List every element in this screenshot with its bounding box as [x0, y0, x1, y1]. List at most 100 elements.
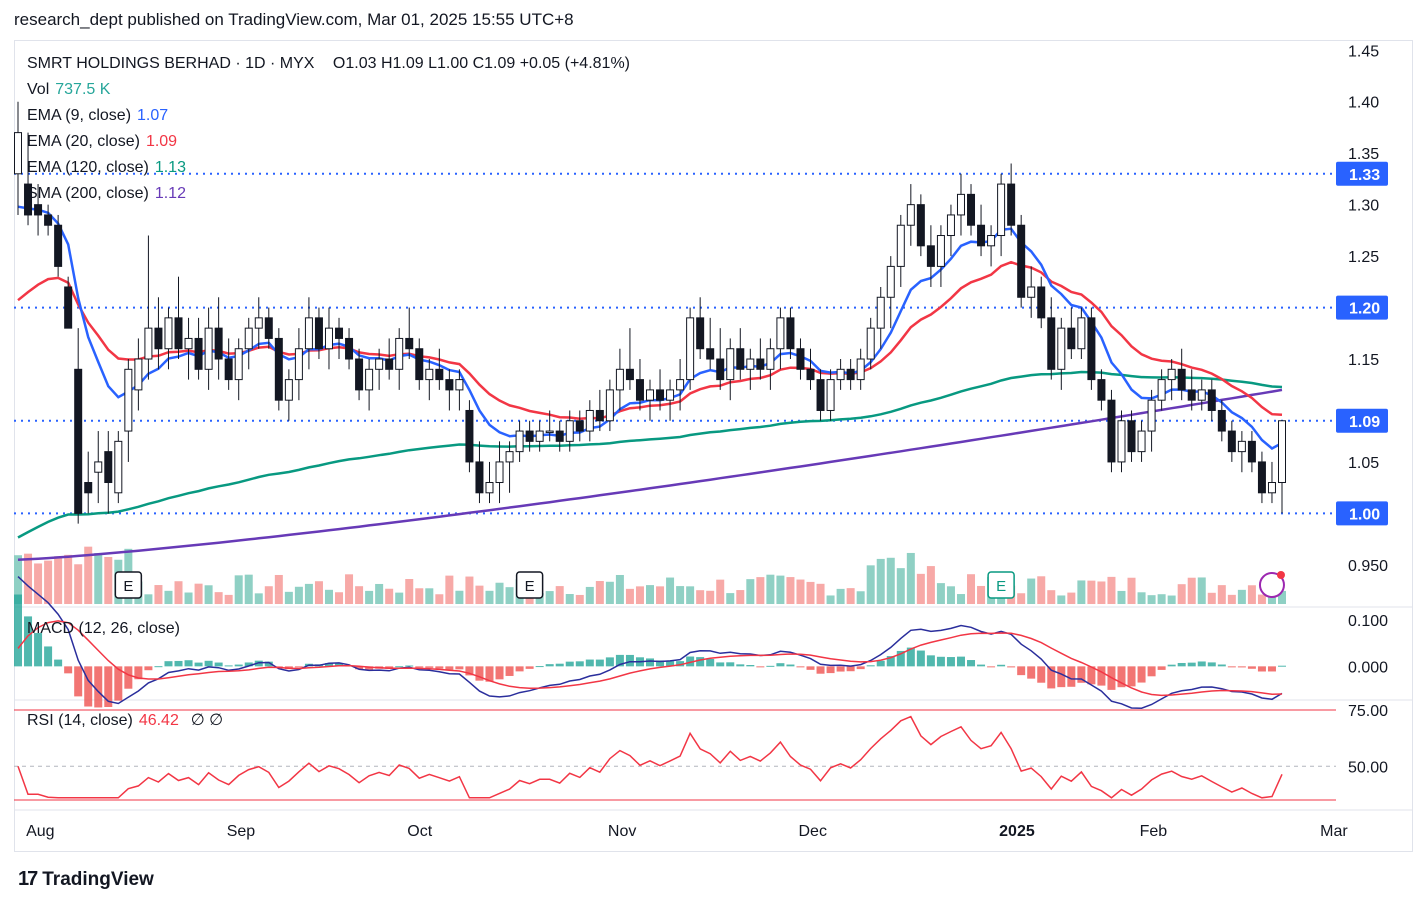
earnings-marker: E [987, 571, 1015, 599]
candle-body [324, 327, 333, 350]
volume-bar [314, 581, 323, 604]
macd-histogram-bar [214, 662, 223, 667]
candle-body [174, 317, 183, 350]
volume-bar [505, 587, 514, 604]
macd-tick-label: 0.100 [1348, 613, 1388, 630]
rsi-legend[interactable]: RSI (14, close) 46.42 ∅ ∅ [27, 710, 223, 730]
candle-body [515, 430, 524, 453]
volume-bar [1107, 576, 1116, 604]
ohlc-values: O1.03 H1.09 L1.00 C1.09 +0.05 (+4.81%) [332, 55, 630, 72]
rsi-label: RSI (14, close) [27, 712, 133, 729]
ema9-legend[interactable]: EMA (9, close) 1.07 [27, 107, 168, 125]
candle-body [1057, 327, 1066, 370]
macd-histogram-bar [495, 666, 504, 680]
candle-body [335, 327, 344, 339]
volume-bar [1187, 577, 1196, 604]
symbol-title: SMRT HOLDINGS BERHAD · 1D · MYX [27, 55, 315, 72]
volume-bar [946, 586, 955, 604]
volume-bar [44, 560, 53, 604]
candle-body [686, 317, 695, 381]
macd-histogram-bar [946, 657, 955, 667]
price-level-tag [1336, 501, 1388, 526]
volume-bar [967, 574, 976, 604]
candle-body [204, 327, 213, 370]
candle-body [94, 461, 103, 473]
volume-bar [1257, 594, 1266, 604]
volume-bar [756, 577, 765, 604]
volume-bar [455, 590, 464, 604]
candle-body [1167, 368, 1176, 381]
price-level-tag-label: 1.20 [1349, 301, 1380, 318]
macd-histogram-bar [1267, 666, 1276, 672]
macd-histogram-bar [625, 654, 634, 667]
macd-histogram-bar [204, 660, 213, 667]
sma200-legend[interactable]: SMA (200, close) 1.12 [27, 185, 186, 203]
macd-histogram-bar [1027, 666, 1036, 679]
candle-body [1237, 440, 1246, 453]
macd-histogram-bar [1087, 666, 1096, 685]
macd-histogram-bar [806, 666, 815, 670]
macd-label: MACD (12, 26, close) [27, 620, 180, 637]
macd-histogram-bar [956, 656, 965, 667]
macd-legend[interactable]: MACD (12, 26, close) [27, 620, 180, 638]
candle-body [475, 461, 484, 494]
candle-body [1117, 420, 1126, 463]
volume-bar [194, 583, 203, 604]
candle-body [1077, 317, 1086, 350]
macd-histogram-bar [836, 666, 845, 672]
ema120-legend[interactable]: EMA (120, close) 1.13 [27, 159, 186, 177]
candle-body [405, 337, 414, 350]
volume-bar [144, 594, 153, 604]
macd-histogram-bar [967, 660, 976, 667]
ema20-legend[interactable]: EMA (20, close) 1.09 [27, 133, 177, 151]
candle-body [545, 430, 554, 434]
candle-body [1278, 420, 1286, 484]
volume-bar [74, 564, 83, 604]
ema120-label: EMA (120, close) [27, 159, 149, 176]
volume-bar [465, 576, 474, 604]
price-level-tag-label: 1.00 [1349, 506, 1380, 523]
candle-body [646, 389, 654, 401]
candle-body [234, 348, 243, 381]
candle-body [104, 451, 113, 484]
ema9-label: EMA (9, close) [27, 107, 132, 124]
volume-bar [495, 582, 504, 604]
vol-legend[interactable]: Vol 737.5 K [27, 81, 110, 99]
volume-bar [646, 585, 654, 604]
macd-histogram-bar [1257, 666, 1266, 672]
candle-body [866, 327, 875, 360]
candle-body [555, 430, 564, 442]
macd-histogram-bar [395, 666, 404, 668]
macd-histogram-bar [796, 666, 805, 668]
volume-bar [1227, 594, 1236, 604]
candle-body [1227, 430, 1236, 453]
volume-bar [977, 585, 986, 604]
macd-histogram-bar [816, 666, 825, 674]
candle-body [224, 358, 233, 381]
time-tick-label: Aug [26, 823, 54, 840]
macd-histogram-bar [585, 659, 594, 667]
volume-bar [435, 594, 444, 604]
candle-body [1197, 389, 1206, 401]
volume-bar [284, 591, 293, 604]
macd-histogram-bar [405, 665, 414, 667]
candle-body [525, 430, 534, 442]
ema20-label: EMA (20, close) [27, 133, 140, 150]
volume-bar [676, 586, 685, 604]
candle-body [254, 317, 263, 329]
macd-histogram-bar [1167, 664, 1176, 667]
symbol-legend[interactable]: SMRT HOLDINGS BERHAD · 1D · MYX O1.03 H1… [27, 55, 630, 73]
candle-body [1017, 224, 1026, 298]
macd-histogram-bar [1197, 661, 1206, 667]
volume-bar [1137, 592, 1146, 604]
volume-bar [365, 590, 374, 604]
volume-bar [956, 594, 965, 604]
volume-bar [926, 566, 935, 604]
tradingview-footer[interactable]: 17 TradingView [18, 868, 154, 891]
macd-histogram-bar [244, 662, 253, 667]
volume-bar [605, 581, 614, 604]
macd-histogram-bar [535, 666, 544, 668]
volume-bar [786, 577, 795, 604]
time-tick-label: 2025 [999, 823, 1035, 840]
